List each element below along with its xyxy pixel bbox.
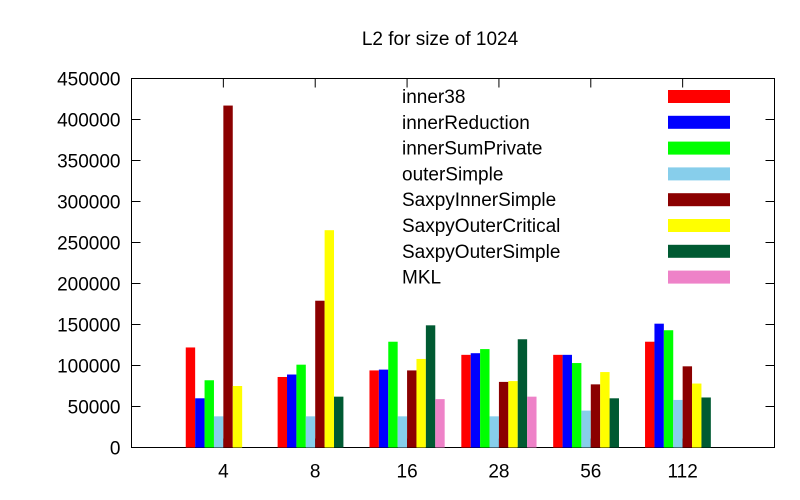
bar-outerSimple-112 [673,399,683,448]
bar-SaxpyOuterSimple-56 [609,398,619,448]
legend-swatch [668,90,730,103]
bar-SaxpyOuterSimple-8 [334,396,344,448]
x-tick-label: 56 [580,462,601,483]
y-tick-label: 100000 [57,357,120,378]
bar-outerSimple-8 [305,416,316,448]
bar-SaxpyOuterSimple-112 [701,397,711,448]
bar-innerReduction-4 [195,398,205,448]
bar-innerSumPrivate-56 [571,363,582,448]
y-tick-label: 350000 [57,152,120,173]
y-tick-label: 200000 [57,275,120,296]
y-tick-label: 400000 [57,111,120,132]
bar-outerSimple-16 [397,416,408,448]
bar-inner38-8 [277,376,288,448]
y-tick-label: 0 [110,439,121,460]
bar-inner38-112 [645,341,655,448]
legend-label: outerSimple [402,164,503,185]
bar-SaxpyInnerSimple-16 [407,370,417,448]
bar-innerReduction-16 [378,369,389,448]
bar-SaxpyInnerSimple-112 [682,366,693,448]
x-tick-label: 4 [218,462,229,483]
chart-title: L2 for size of 1024 [362,29,519,50]
legend: inner38 innerReduction innerSumPrivate oute… [402,87,730,289]
x-tick-label: 16 [397,462,418,483]
bar-innerReduction-8 [287,374,297,448]
y-tick-label: 300000 [57,193,120,214]
bar-innerReduction-112 [654,323,664,448]
bar-outerSimple-4 [213,416,224,448]
x-tick-label: 8 [310,462,321,483]
bar-innerSumPrivate-8 [296,364,306,448]
bar-SaxpyOuterCritical-112 [692,383,702,448]
y-tick-label: 450000 [57,70,120,91]
bar-SaxpyOuterSimple-28 [517,339,528,448]
x-axis: 4 8 16 28 56 112 [218,78,698,483]
legend-swatch [668,141,730,155]
bar-SaxpyInnerSimple-4 [223,105,233,448]
bar-inner38-28 [461,354,471,448]
bar-innerReduction-28 [470,353,481,448]
y-tick-label: 250000 [57,234,120,255]
legend-label: MKL [402,268,441,289]
bar-inner38-4 [185,347,196,448]
legend-swatch [668,193,730,207]
legend-swatch [668,244,730,258]
y-axis: 0 50000 100000 150000 200000 250000 300000 3500… [57,70,775,460]
bar-innerSumPrivate-112 [663,330,674,448]
legend-label: SaxpyOuterSimple [402,242,560,263]
y-tick-label: 50000 [68,398,121,419]
legend-label: SaxpyInnerSimple [402,190,556,211]
x-tick-label: 28 [488,462,509,483]
bars [185,105,711,448]
bar-SaxpyInnerSimple-28 [498,381,509,448]
bar-SaxpyInnerSimple-8 [315,300,325,448]
bar-outerSimple-28 [489,416,499,448]
bar-SaxpyOuterSimple-16 [425,325,436,448]
bar-SaxpyOuterCritical-8 [324,230,335,448]
bar-innerSumPrivate-28 [480,349,490,448]
bar-innerReduction-56 [562,354,572,448]
bar-SaxpyOuterCritical-28 [508,381,518,448]
legend-swatch [668,115,730,129]
bar-innerSumPrivate-4 [204,380,214,448]
y-tick-label: 150000 [57,316,120,337]
bar-MKL-28 [527,396,537,448]
bar-SaxpyOuterCritical-56 [600,372,610,448]
bar-SaxpyOuterCritical-16 [416,358,426,448]
legend-swatch [668,219,730,232]
bar-innerSumPrivate-16 [388,341,398,448]
bar-outerSimple-56 [581,410,591,448]
legend-label: innerSumPrivate [402,139,542,160]
legend-label: inner38 [402,87,465,108]
x-tick-label: 112 [667,462,697,483]
bar-SaxpyOuterCritical-4 [232,386,243,448]
legend-label: SaxpyOuterCritical [402,216,560,237]
bar-MKL-16 [435,399,445,448]
plot-frame [131,78,775,448]
bar-inner38-16 [369,370,379,448]
bar-SaxpyInnerSimple-56 [590,384,601,448]
bar-inner38-56 [553,354,563,448]
legend-swatch [668,270,730,284]
legend-swatch [668,167,730,181]
legend-label: innerReduction [402,113,530,134]
